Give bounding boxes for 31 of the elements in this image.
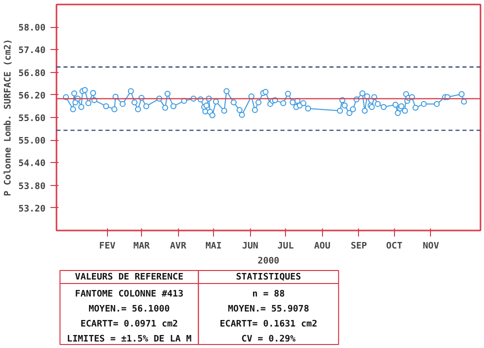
x-tick-label: JUN	[242, 242, 258, 252]
text: MOYEN.= 56.1000	[88, 304, 170, 314]
x-tick-label: JUL	[278, 242, 294, 252]
text: LIMITES = ±1.5% DE LA M	[66, 334, 192, 344]
text: STATISTIQUES	[236, 272, 302, 282]
text: FANTOME COLONNE #413	[75, 290, 184, 300]
x-tick-label: AOU	[314, 242, 330, 252]
y-tick-label: 56.20	[18, 91, 46, 102]
x-tick-label: AVR	[170, 242, 187, 252]
text: ECARTT= 0.1631 cm2	[220, 320, 318, 330]
y-tick-label: 55.60	[18, 114, 46, 124]
x-tick-label: OCT	[386, 242, 403, 252]
y-tick-label: 53.80	[18, 182, 46, 192]
y-axis-title: P Colonne Lomb. SURFACE (cm2)	[3, 38, 14, 196]
x-tick-label: MAI	[205, 242, 222, 252]
y-tick-label: 53.20	[18, 204, 46, 214]
x-tick-label: NOV	[422, 242, 440, 252]
text: VALEURS DE REFERENCE	[75, 272, 184, 282]
text: n = 88	[252, 290, 285, 300]
y-tick-label: 56.80	[18, 68, 46, 79]
y-tick-label: 55.00	[18, 136, 46, 147]
y-tick-label: 54.40	[18, 159, 46, 170]
text: ECARTT= 0.0971 cm2	[80, 320, 178, 330]
y-tick-label: 57.40	[18, 46, 46, 56]
x-tick-label: MAR	[133, 242, 150, 252]
text: MOYEN.= 55.9078	[228, 304, 310, 314]
x-tick-label: FEV	[99, 242, 116, 252]
x-axis-title: 2000	[258, 256, 280, 266]
text: CV = 0.29%	[241, 334, 296, 344]
y-tick-label: 58.00	[18, 24, 46, 34]
x-tick-label: SEP	[350, 242, 368, 252]
